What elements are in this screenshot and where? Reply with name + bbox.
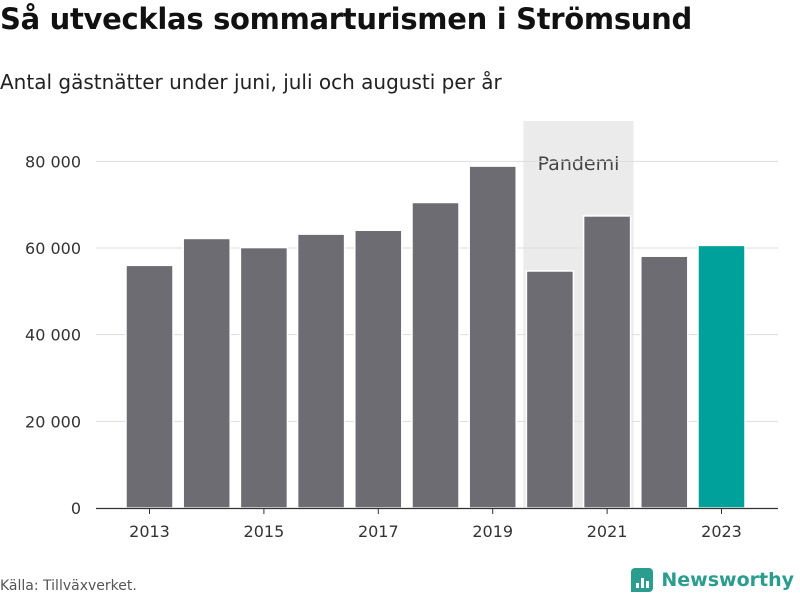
y-tick-label: 20 000 (25, 412, 81, 431)
bar-chart-icon (631, 568, 654, 592)
bar-2016 (296, 233, 346, 509)
bar-2018 (411, 201, 460, 509)
source-note: Källa: Tillväxverket. (0, 578, 137, 594)
bar-2020 (525, 270, 575, 509)
brand-name: Newsworthy (661, 569, 794, 591)
bar-2015 (239, 246, 289, 509)
x-tick-label: 2015 (244, 522, 285, 541)
bar-2019 (468, 165, 517, 509)
bar-2014 (182, 237, 231, 509)
bar-2013 (125, 264, 174, 509)
x-tick-label: 2019 (472, 522, 513, 541)
bar-2017 (354, 229, 403, 509)
x-tick-label: 2013 (129, 522, 170, 541)
x-tick-label: 2023 (701, 522, 742, 541)
y-tick-label: 40 000 (25, 326, 81, 345)
chart-title: Så utvecklas sommarturismen i Strömsund (0, 2, 692, 36)
chart-subtitle: Antal gästnätter under juni, juli och au… (0, 70, 502, 94)
y-tick-label: 80 000 (25, 152, 81, 171)
bar-2023 (697, 244, 746, 509)
x-tick-label: 2021 (587, 522, 628, 541)
x-tick-label: 2017 (358, 522, 399, 541)
y-tick-label: 0 (71, 499, 81, 518)
y-tick-label: 60 000 (25, 239, 81, 258)
brand[interactable]: Newsworthy (631, 568, 794, 592)
annotation-label: Pandemi (538, 153, 620, 175)
bar-2021 (582, 215, 632, 509)
bar-2022 (640, 255, 689, 509)
